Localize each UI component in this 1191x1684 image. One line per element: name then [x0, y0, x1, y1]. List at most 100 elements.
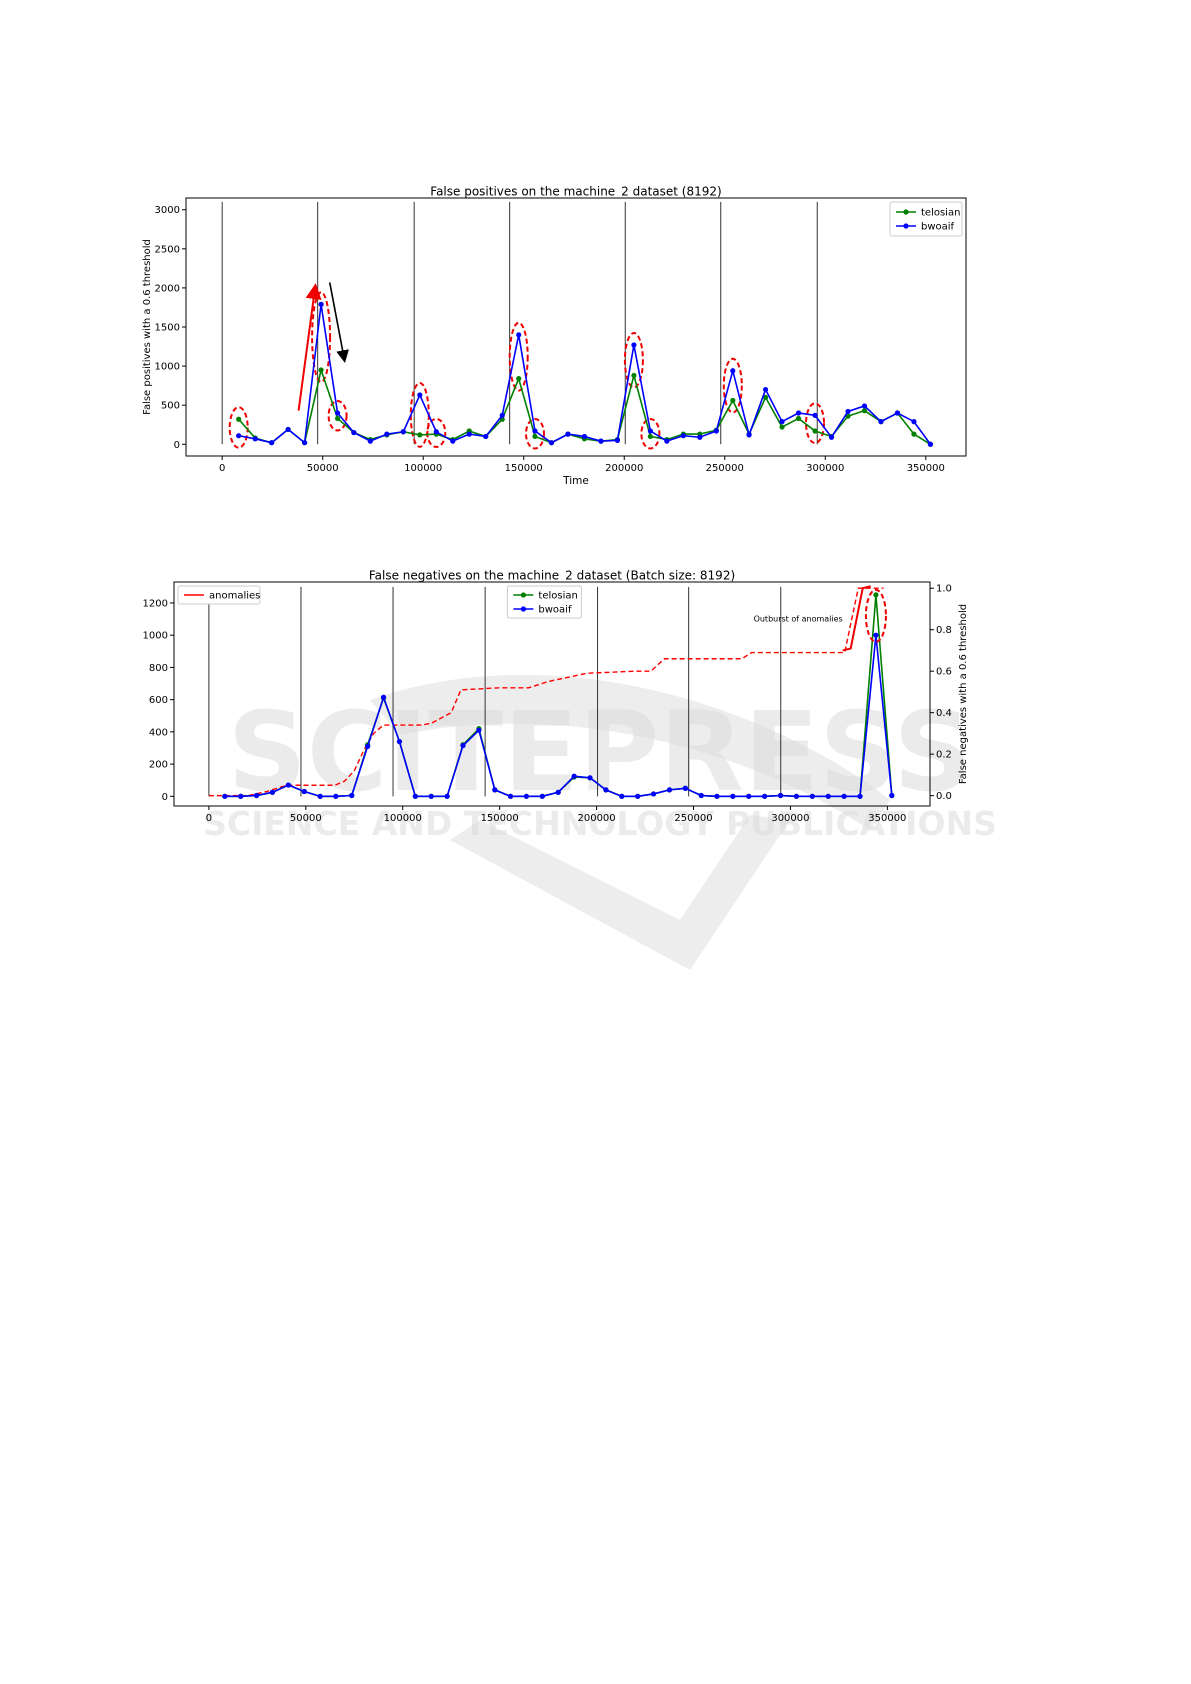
y-right-tick-label: 0.6 — [936, 667, 952, 678]
x-tick-label: 100000 — [404, 463, 442, 474]
plot-frame — [173, 581, 931, 807]
highlight-circle — [623, 331, 644, 389]
data-point-bwoaif — [466, 431, 472, 437]
data-point-bwoaif — [619, 793, 625, 799]
data-point-bwoaif — [746, 793, 752, 799]
data-point-bwoaif — [492, 787, 498, 793]
data-point-bwoaif — [927, 441, 934, 447]
data-point-bwoaif — [889, 792, 895, 799]
data-point-bwoaif — [476, 727, 482, 733]
highlight-circle — [524, 417, 545, 450]
data-point-telosian — [631, 372, 637, 379]
data-point-telosian — [647, 433, 653, 440]
data-point-bwoaif — [433, 429, 439, 435]
data-point-telosian — [795, 415, 802, 422]
highlight-circle — [640, 417, 661, 450]
data-point-bwoaif — [714, 793, 720, 799]
series-line-bwoaif — [224, 635, 893, 798]
data-point-bwoaif — [779, 419, 785, 425]
y-right-axis-label: False negatives with a 0.6 threshold — [958, 604, 969, 784]
data-point-bwoaif — [664, 438, 670, 444]
data-point-bwoaif — [450, 438, 456, 444]
legend-marker-bwoaif — [520, 606, 527, 612]
data-point-bwoaif — [523, 793, 530, 799]
data-point-bwoaif — [507, 793, 514, 799]
data-point-bwoaif — [400, 429, 406, 435]
data-point-bwoaif — [367, 438, 373, 444]
y-tick-label: 2500 — [155, 244, 180, 255]
data-point-bwoaif — [302, 440, 308, 446]
series-line-telosian — [238, 367, 931, 445]
y-right-tick-label: 0.4 — [936, 708, 952, 719]
data-point-bwoaif — [713, 428, 719, 434]
data-point-bwoaif — [746, 432, 752, 438]
y-tick-label: 2000 — [155, 283, 180, 294]
legend-label-bwoaif: bwoaif — [538, 605, 572, 616]
x-tick-label: 350000 — [868, 813, 906, 824]
data-point-telosian — [861, 408, 868, 414]
data-point-bwoaif — [730, 368, 736, 374]
y-tick-label: 1500 — [155, 323, 180, 334]
y-tick-label: 500 — [161, 401, 180, 412]
data-point-bwoaif — [269, 440, 275, 446]
x-tick-label: 50000 — [307, 463, 339, 474]
data-point-bwoaif — [412, 793, 418, 799]
data-point-bwoaif — [548, 440, 555, 446]
highlight-circle — [327, 400, 348, 432]
data-point-bwoaif — [809, 793, 815, 799]
data-point-bwoaif — [444, 793, 450, 799]
data-point-telosian — [532, 433, 538, 440]
data-point-bwoaif — [565, 431, 571, 437]
x-tick-label: 250000 — [674, 813, 712, 824]
x-tick-label: 300000 — [806, 463, 844, 474]
data-point-bwoaif — [697, 434, 703, 440]
y-tick-label: 1200 — [143, 598, 168, 609]
data-point-bwoaif — [380, 694, 387, 700]
y-tick-label: 0 — [162, 792, 168, 803]
data-point-bwoaif — [351, 429, 357, 436]
outburst-bracket — [842, 585, 871, 652]
data-point-bwoaif — [894, 410, 901, 416]
outburst-annotation: Outburst of anomalies — [754, 614, 843, 623]
legend-box — [177, 585, 261, 605]
x-tick-label: 150000 — [481, 813, 519, 824]
data-point-bwoaif — [777, 792, 784, 799]
data-point-telosian — [516, 376, 522, 382]
data-point-bwoaif — [428, 793, 434, 799]
y-tick-label: 0 — [174, 440, 180, 451]
series-line-telosian — [224, 594, 893, 798]
data-point-bwoaif — [631, 342, 637, 348]
x-axis-label: Time — [562, 475, 589, 486]
data-point-bwoaif — [650, 791, 657, 797]
data-point-bwoaif — [680, 433, 686, 439]
data-point-bwoaif — [614, 437, 621, 443]
x-tick-label: 200000 — [577, 813, 615, 824]
chart-title: False positives on the machine_2 dataset… — [430, 186, 721, 199]
data-point-bwoaif — [857, 793, 863, 799]
data-point-bwoaif — [635, 793, 641, 799]
data-point-bwoaif — [396, 738, 403, 745]
y-right-tick-label: 0.2 — [936, 750, 952, 761]
y-tick-label: 200 — [149, 760, 168, 771]
data-point-bwoaif — [581, 433, 588, 440]
data-point-bwoaif — [333, 793, 339, 799]
data-point-bwoaif — [762, 386, 769, 393]
data-point-bwoaif — [317, 793, 323, 799]
chart-title: False negatives on the machine_2 dataset… — [369, 570, 735, 583]
x-tick-label: 300000 — [771, 813, 809, 824]
data-point-bwoaif — [841, 793, 847, 799]
data-point-bwoaif — [603, 787, 609, 793]
highlight-circle — [426, 417, 447, 448]
data-point-bwoaif — [269, 789, 276, 795]
data-point-telosian — [779, 424, 785, 430]
data-point-bwoaif — [647, 428, 653, 434]
data-point-bwoaif — [318, 301, 324, 307]
data-point-bwoaif — [301, 788, 307, 795]
false-negatives-chart: False negatives on the machine_2 dataset… — [143, 570, 969, 824]
legend-label-telosian: telosian — [538, 591, 577, 602]
x-tick-label: 200000 — [605, 463, 643, 474]
data-point-bwoaif — [873, 632, 879, 638]
data-point-bwoaif — [682, 785, 688, 791]
y-right-tick-label: 1.0 — [936, 584, 952, 595]
y-tick-label: 600 — [149, 695, 168, 706]
